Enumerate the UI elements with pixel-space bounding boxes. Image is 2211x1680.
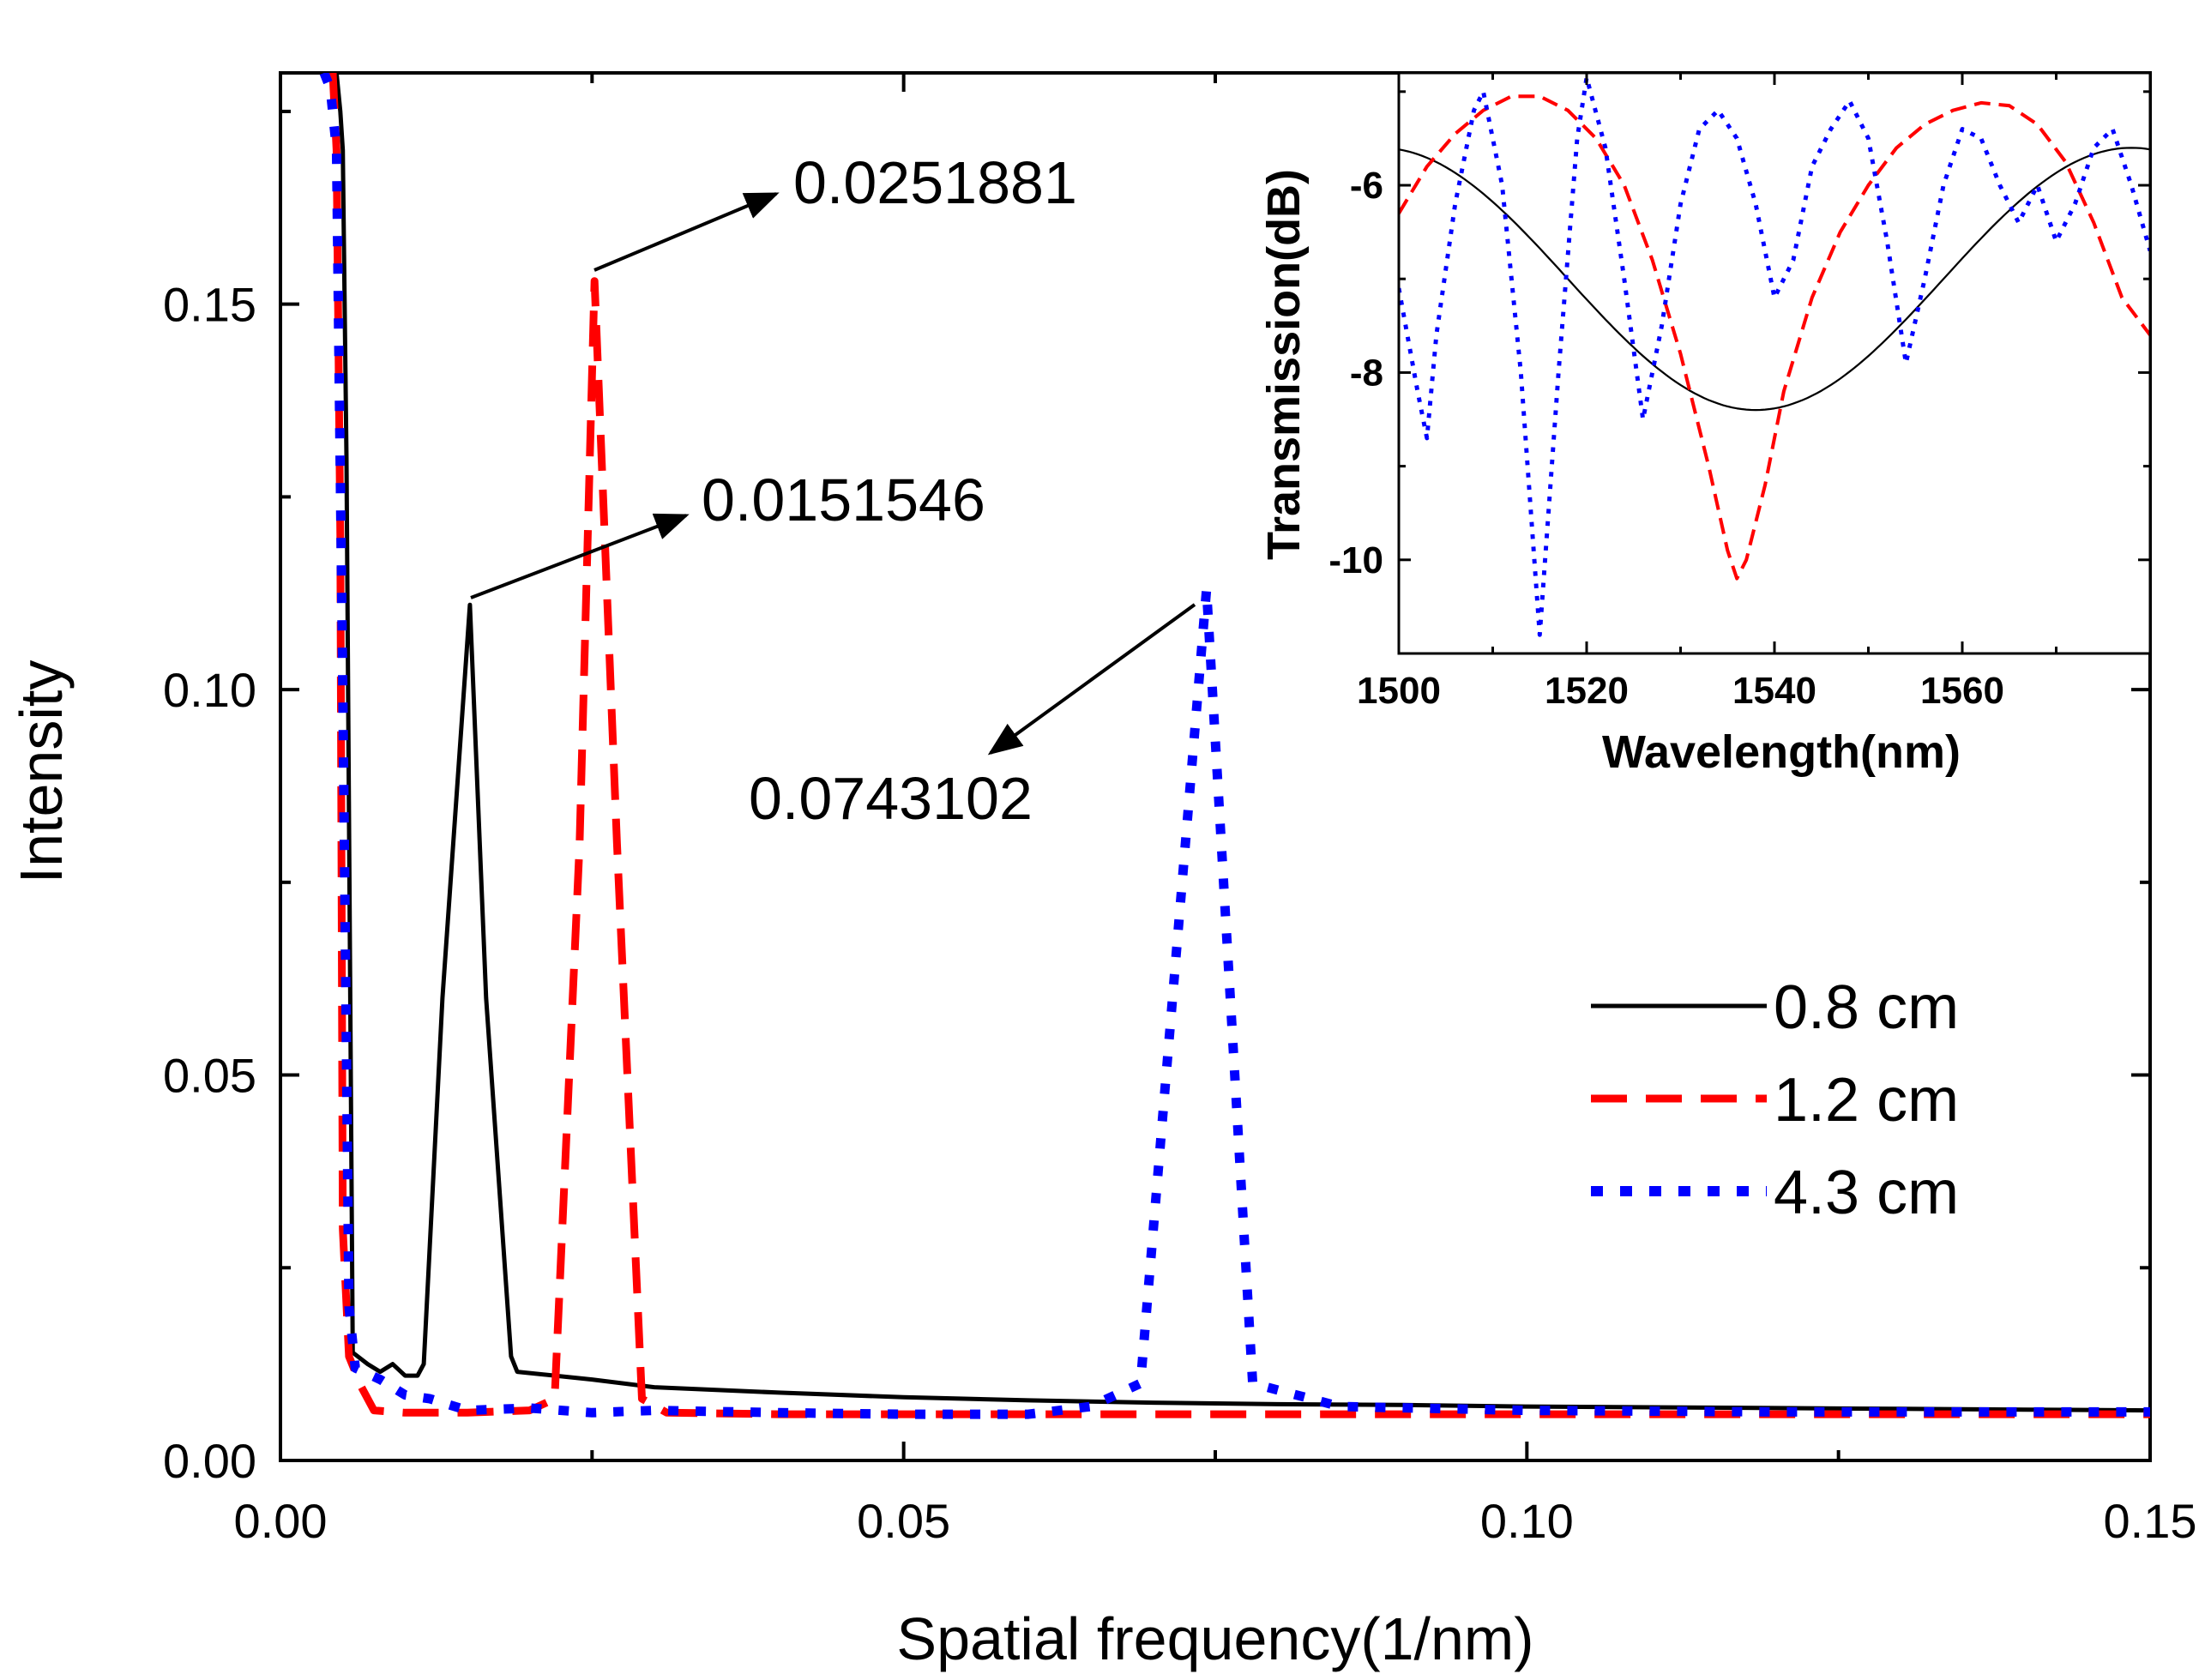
annotation-label-0151546: 0.0151546 (702, 467, 985, 533)
inset-x-tick-label-1500: 1500 (1357, 670, 1441, 712)
legend-label-1-2cm: 1.2 cm (1774, 1066, 1959, 1135)
legend-entry-0-8cm: 0.8 cm (1591, 973, 1959, 1042)
main-y-tick-label-0-00: 0.00 (163, 1434, 256, 1488)
legend-entry-1-2cm: 1.2 cm (1591, 1066, 1959, 1135)
annotation-0151546: 0.0151546 (470, 467, 985, 599)
annotation-0743102: 0.0743102 (749, 603, 1196, 832)
inset-chart: 1500 1520 1540 1560 -6 -8 -10 Wavelength(nm) T… (1258, 71, 2152, 778)
y-axis-title: Intensity (8, 660, 75, 884)
inset-y-tick-label-8: -8 (1350, 352, 1383, 394)
main-y-tick-label-0-05: 0.05 (163, 1049, 256, 1103)
main-y-tick-label-0-15: 0.15 (163, 278, 256, 332)
legend-label-0-8cm: 0.8 cm (1774, 973, 1959, 1042)
main-x-tick-label-0-00: 0.00 (234, 1494, 328, 1548)
main-series-0-8-cm (334, 73, 2150, 1413)
annotation-arrow-0251881 (593, 192, 780, 272)
main-x-tick-label-0-05: 0.05 (857, 1494, 950, 1548)
inset-x-tick-label-1560: 1560 (1920, 670, 2004, 712)
inset-background (1399, 73, 2150, 653)
inset-y-axis-title: Transmission(dB) (1258, 169, 1310, 560)
legend-entry-4-3cm: 4.3 cm (1591, 1159, 1959, 1227)
main-series-1-2-cm (328, 73, 2150, 1418)
inset-y-tick-label-10: -10 (1328, 539, 1383, 581)
inset-series-0-8-cm (1399, 147, 2150, 412)
main-series-layer (319, 73, 2150, 1419)
inset-x-axis-title: Wavelength(nm) (1602, 726, 1961, 778)
inset-x-tick-label-1520: 1520 (1545, 670, 1629, 712)
annotation-arrow-0743102 (987, 603, 1196, 756)
inset-x-tick-label-1540: 1540 (1732, 670, 1816, 712)
main-x-tick-label-0-10: 0.10 (1480, 1494, 1574, 1548)
legend-label-4-3cm: 4.3 cm (1774, 1159, 1959, 1227)
inset-y-tick-label-6: -6 (1350, 165, 1383, 207)
annotation-label-0743102: 0.0743102 (749, 765, 1033, 832)
main-x-tick-label-0-15: 0.15 (2104, 1494, 2197, 1548)
annotation-label-0251881: 0.0251881 (793, 149, 1077, 216)
inset-axes-layer: 1500 1520 1540 1560 -6 -8 -10 (1328, 73, 2150, 712)
annotation-0251881: 0.0251881 (593, 149, 1077, 272)
inset-series-layer (1399, 75, 2150, 637)
main-series-4-3-cm (319, 73, 2150, 1419)
legend: 0.8 cm 1.2 cm 4.3 cm (1591, 973, 1959, 1227)
x-axis-title: Spatial frequency(1/nm) (896, 1605, 1533, 1672)
annotation-arrow-0151546 (470, 513, 690, 599)
main-y-tick-label-0-10: 0.10 (163, 663, 256, 717)
main-axes-layer: 0.00 0.05 0.10 0.15 0.00 0.05 0.10 0.15 (163, 73, 2197, 1548)
